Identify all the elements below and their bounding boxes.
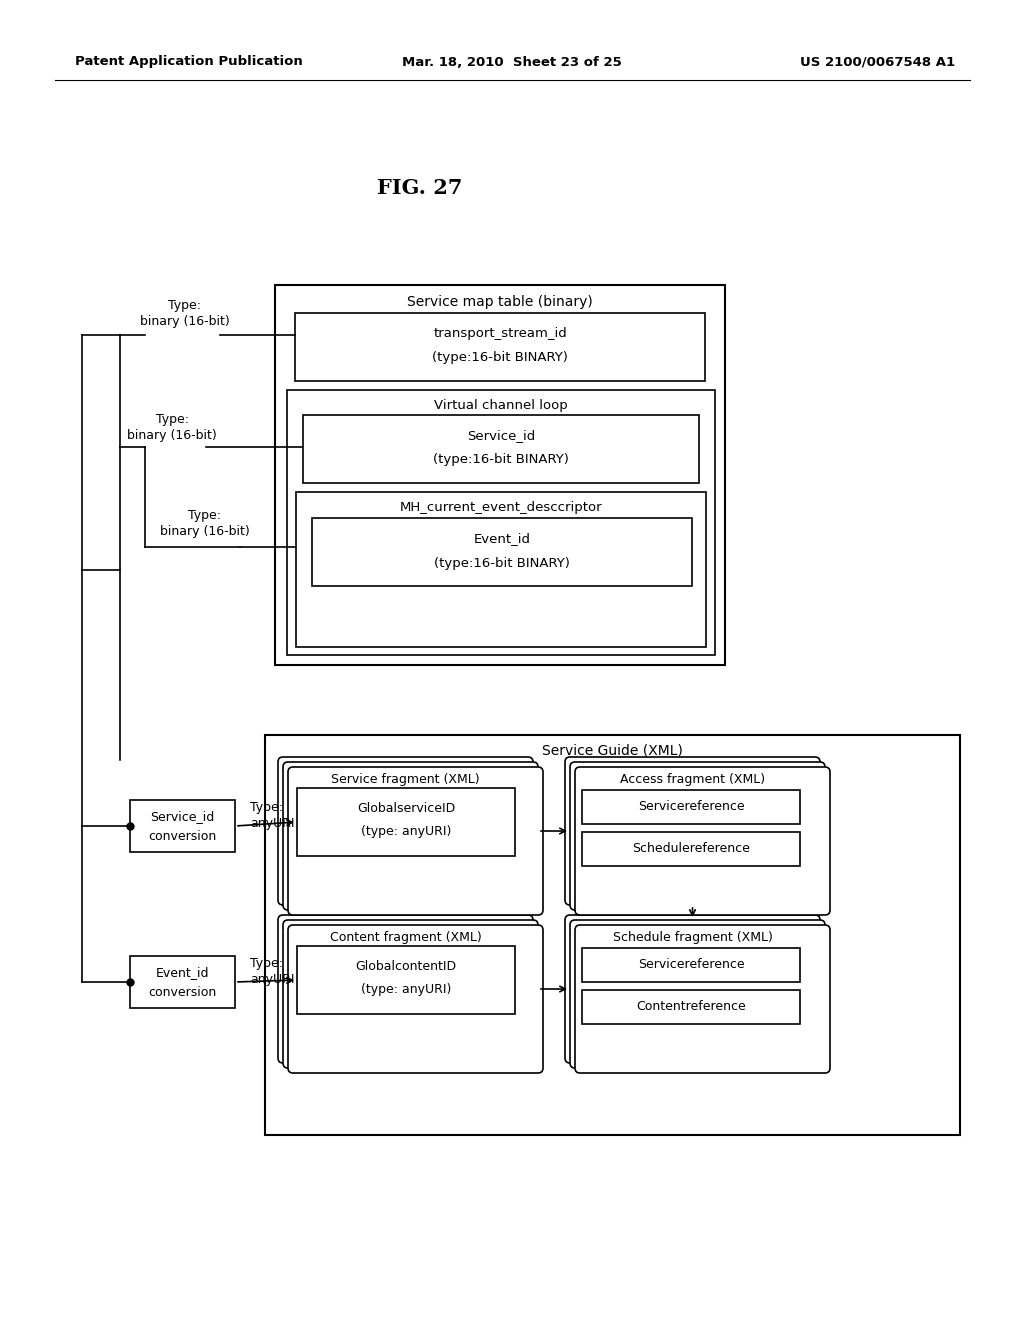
Text: Type:: Type:: [250, 801, 283, 814]
Text: (type: anyURI): (type: anyURI): [360, 825, 452, 838]
FancyBboxPatch shape: [288, 767, 543, 915]
FancyBboxPatch shape: [278, 756, 534, 906]
Text: binary (16-bit): binary (16-bit): [127, 429, 217, 442]
Text: Service_id: Service_id: [151, 810, 215, 824]
Bar: [295, 313, 705, 381]
Bar: [297, 788, 515, 855]
Bar: [130, 800, 234, 851]
FancyBboxPatch shape: [565, 756, 820, 906]
Text: conversion: conversion: [148, 986, 217, 998]
Text: anyURI: anyURI: [250, 974, 295, 986]
Text: Virtual channel loop: Virtual channel loop: [434, 400, 568, 412]
Bar: [582, 948, 800, 982]
Text: conversion: conversion: [148, 829, 217, 842]
Text: Type:: Type:: [156, 413, 188, 426]
FancyBboxPatch shape: [288, 925, 543, 1073]
Text: Service fragment (XML): Service fragment (XML): [331, 774, 480, 787]
FancyBboxPatch shape: [283, 762, 538, 909]
Text: Mar. 18, 2010  Sheet 23 of 25: Mar. 18, 2010 Sheet 23 of 25: [402, 55, 622, 69]
Text: (type:16-bit BINARY): (type:16-bit BINARY): [432, 351, 568, 364]
Text: Content fragment (XML): Content fragment (XML): [330, 932, 481, 945]
Text: Service_id: Service_id: [467, 429, 536, 442]
Text: (type:16-bit BINARY): (type:16-bit BINARY): [433, 454, 569, 466]
FancyBboxPatch shape: [565, 915, 820, 1063]
FancyBboxPatch shape: [283, 920, 538, 1068]
Text: Event_id: Event_id: [156, 966, 209, 979]
FancyBboxPatch shape: [570, 920, 825, 1068]
Text: Type:: Type:: [188, 508, 221, 521]
Text: FIG. 27: FIG. 27: [377, 178, 463, 198]
Text: Access fragment (XML): Access fragment (XML): [620, 774, 765, 787]
Text: Schedule fragment (XML): Schedule fragment (XML): [612, 932, 772, 945]
Bar: [303, 414, 699, 483]
Text: Service map table (binary): Service map table (binary): [408, 294, 593, 309]
Bar: [296, 492, 706, 647]
Text: (type:16-bit BINARY): (type:16-bit BINARY): [434, 557, 570, 569]
Text: Schedulereference: Schedulereference: [632, 842, 750, 855]
Bar: [582, 789, 800, 824]
Text: binary (16-bit): binary (16-bit): [160, 524, 250, 537]
Text: Servicereference: Servicereference: [638, 800, 744, 813]
Text: Type:: Type:: [250, 957, 283, 970]
FancyBboxPatch shape: [278, 915, 534, 1063]
Bar: [297, 946, 515, 1014]
Text: Service Guide (XML): Service Guide (XML): [542, 744, 683, 758]
FancyBboxPatch shape: [570, 762, 825, 909]
Bar: [582, 832, 800, 866]
Text: anyURI: anyURI: [250, 817, 295, 830]
Text: MH_current_event_desccriptor: MH_current_event_desccriptor: [399, 502, 602, 515]
Bar: [582, 990, 800, 1024]
Bar: [265, 735, 961, 1135]
Bar: [287, 389, 715, 655]
Bar: [312, 517, 692, 586]
Bar: [130, 956, 234, 1008]
Text: GlobalcontentID: GlobalcontentID: [355, 960, 457, 973]
Text: Contentreference: Contentreference: [636, 1001, 745, 1014]
Text: Type:: Type:: [169, 298, 202, 312]
Text: binary (16-bit): binary (16-bit): [140, 314, 229, 327]
Text: Servicereference: Servicereference: [638, 958, 744, 972]
Text: US 2100/0067548 A1: US 2100/0067548 A1: [800, 55, 955, 69]
FancyBboxPatch shape: [575, 925, 830, 1073]
Text: (type: anyURI): (type: anyURI): [360, 983, 452, 997]
Bar: [275, 285, 725, 665]
Text: Patent Application Publication: Patent Application Publication: [75, 55, 303, 69]
Text: transport_stream_id: transport_stream_id: [433, 327, 567, 341]
Text: Event_id: Event_id: [473, 532, 530, 545]
FancyBboxPatch shape: [575, 767, 830, 915]
Text: GlobalserviceID: GlobalserviceID: [357, 801, 455, 814]
